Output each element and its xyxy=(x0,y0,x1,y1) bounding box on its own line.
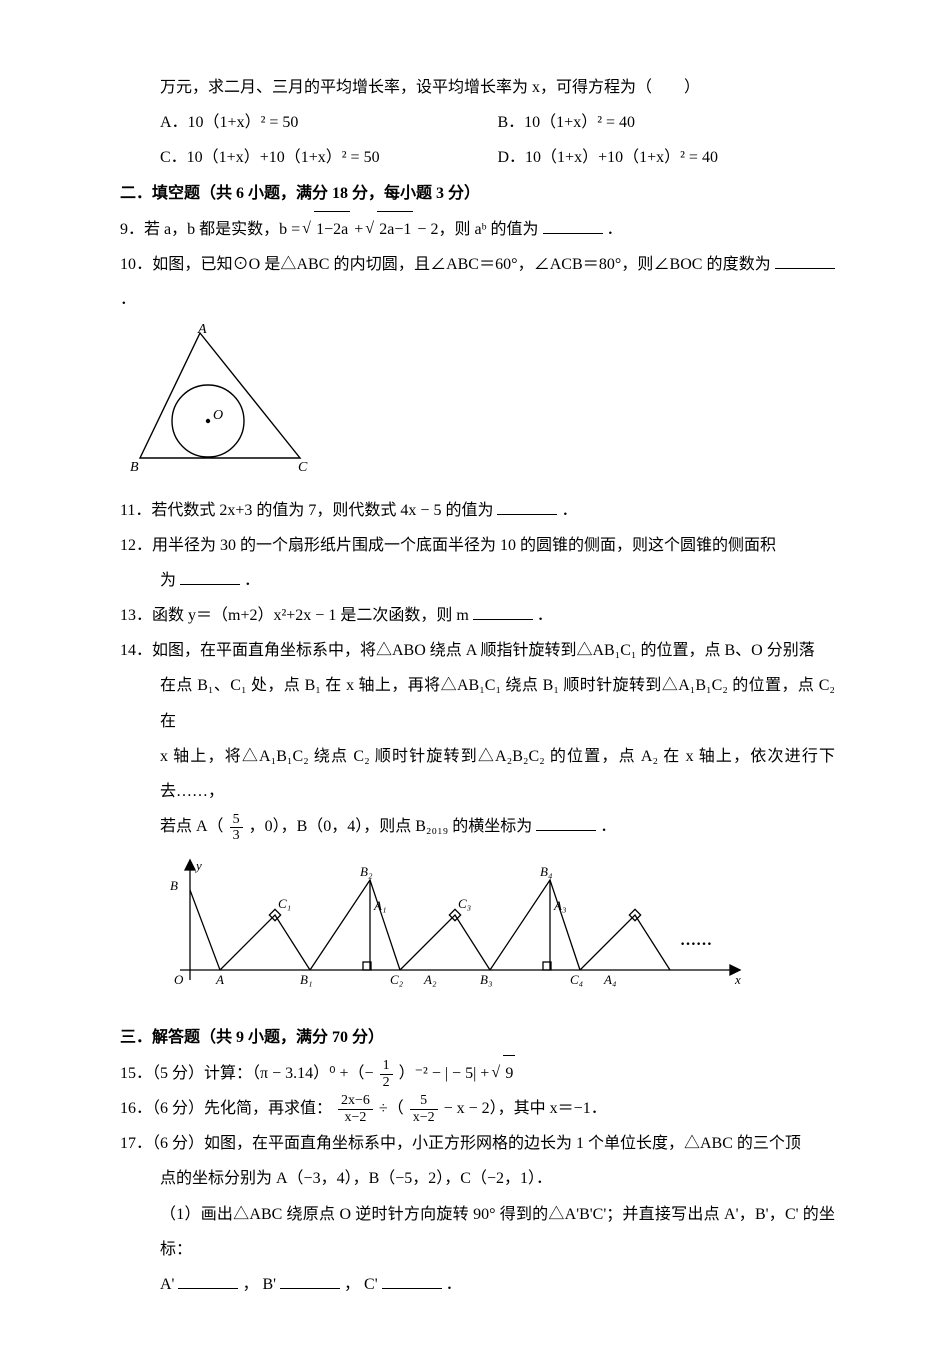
q14-line4: 若点 A（ 5 3 ，0），B（0，4），则点 B₂₀₁₉ 的横坐标为 ． xyxy=(160,809,835,844)
svg-text:B₁: B₁ xyxy=(300,972,312,987)
sqrt-icon: 2a−1 xyxy=(367,211,413,247)
blank-input[interactable] xyxy=(497,499,557,514)
blank-input[interactable] xyxy=(775,254,835,269)
q13-text: 13．函数 y＝（m+2）x²+2x − 1 是二次函数，则 m xyxy=(120,607,469,624)
svg-text:C: C xyxy=(298,460,308,473)
rotated-triangles-icon: y O B A C₁ B₁ B₂ A₁ C₂ A₂ C₃ B₃ B₄ A₃ C₄… xyxy=(160,850,760,1000)
q14-line1: 14．如图，在平面直角坐标系中，将△ABO 绕点 A 顺指针旋转到△AB₁C₁ … xyxy=(120,633,835,668)
svg-text:B₃: B₃ xyxy=(480,972,492,987)
q12-line2: 为 ． xyxy=(160,563,835,598)
svg-text:B: B xyxy=(130,460,139,473)
svg-text:A: A xyxy=(197,323,207,337)
svg-text:B₄: B₄ xyxy=(540,864,553,879)
triangle-incircle-icon: A B C O xyxy=(130,323,310,473)
svg-text:C₄: C₄ xyxy=(570,972,584,987)
q9-prefix: 9．若 a，b 都是实数，b = xyxy=(120,221,304,238)
q8-tail-text: 万元，求二月、三月的平均增长率，设平均增长率为 x，可得方程为（ ） xyxy=(160,79,700,96)
sqrt-icon: 9 xyxy=(493,1055,515,1091)
svg-text:O: O xyxy=(213,408,223,423)
svg-text:A₃: A₃ xyxy=(553,898,566,913)
q8-options: A．10（1+x）² = 50 B．10（1+x）² = 40 C．10（1+x… xyxy=(160,105,835,175)
q8-option-c: C．10（1+x）+10（1+x）² = 50 xyxy=(160,140,498,175)
q10: 10．如图，已知⊙O 是△ABC 的内切圆，且∠ABC＝60°，∠ACB＝80°… xyxy=(120,247,835,317)
blank-input[interactable] xyxy=(178,1273,238,1288)
q8-option-a: A．10（1+x）² = 50 xyxy=(160,105,498,140)
fraction-icon: 5 3 xyxy=(230,812,243,844)
blank-input[interactable] xyxy=(536,816,596,831)
q14-line3: x 轴上，将△A₁B₁C₂ 绕点 C₂ 顺时针旋转到△A₂B₂C₂ 的位置，点 … xyxy=(160,739,835,809)
svg-text:B₂: B₂ xyxy=(360,864,373,879)
q8-option-b: B．10（1+x）² = 40 xyxy=(498,105,836,140)
blank-input[interactable] xyxy=(473,605,533,620)
svg-text:C₃: C₃ xyxy=(458,896,471,911)
fraction-icon: 2x−6 x−2 xyxy=(338,1093,373,1125)
fraction-icon: 5 x−2 xyxy=(410,1093,438,1125)
q16: 16．（6 分）先化简，再求值： 2x−6 x−2 ÷（ 5 x−2 − x −… xyxy=(120,1091,835,1126)
q9-tail: − 2，则 aᵇ 的值为 xyxy=(417,221,538,238)
q13: 13．函数 y＝（m+2）x²+2x − 1 是二次函数，则 m ． xyxy=(120,598,835,633)
svg-text:……: …… xyxy=(680,932,712,949)
label-b-prime: B' xyxy=(262,1276,276,1293)
q8-tail: 万元，求二月、三月的平均增长率，设平均增长率为 x，可得方程为（ ） xyxy=(160,70,835,105)
q11-text: 11．若代数式 2x+3 的值为 7，则代数式 4x − 5 的值为 xyxy=(120,502,493,519)
q10-figure: A B C O xyxy=(130,323,835,486)
section3-title: 三．解答题（共 9 小题，满分 70 分） xyxy=(120,1020,835,1055)
fraction-icon: 1 2 xyxy=(380,1058,393,1090)
blank-input[interactable] xyxy=(180,569,240,584)
q10-text: 10．如图，已知⊙O 是△ABC 的内切圆，且∠ABC＝60°，∠ACB＝80°… xyxy=(120,256,771,273)
q17-line1: 17．（6 分）如图，在平面直角坐标系中，小正方形网格的边长为 1 个单位长度，… xyxy=(120,1126,835,1161)
svg-text:A₂: A₂ xyxy=(423,972,437,987)
q14-line2: 在点 B₁、C₁ 处，点 B₁ 在 x 轴上，再将△AB₁C₁ 绕点 B₁ 顺时… xyxy=(160,668,835,738)
q17-sub1: （1）画出△ABC 绕原点 O 逆时针方向旋转 90° 得到的△A'B'C'；并… xyxy=(160,1197,835,1267)
q8-option-d: D．10（1+x）+10（1+x）² = 40 xyxy=(498,140,836,175)
q12-line1: 12．用半径为 30 的一个扇形纸片围成一个底面半径为 10 的圆锥的侧面，则这… xyxy=(120,528,835,563)
blank-input[interactable] xyxy=(382,1273,442,1288)
blank-input[interactable] xyxy=(543,218,603,233)
label-a-prime: A' xyxy=(160,1276,174,1293)
q14-figure: y O B A C₁ B₁ B₂ A₁ C₂ A₂ C₃ B₃ B₄ A₃ C₄… xyxy=(160,850,835,1013)
q11: 11．若代数式 2x+3 的值为 7，则代数式 4x − 5 的值为 ． xyxy=(120,493,835,528)
sqrt-icon: 1−2a xyxy=(304,211,350,247)
q15: 15．（5 分）计算：（π − 3.14）⁰ +（− 1 2 ）⁻² − | −… xyxy=(120,1055,835,1091)
svg-text:O: O xyxy=(174,972,184,987)
blank-input[interactable] xyxy=(280,1273,340,1288)
svg-text:A: A xyxy=(215,972,224,987)
svg-text:C₂: C₂ xyxy=(390,972,404,987)
svg-text:B: B xyxy=(170,878,178,893)
svg-text:A₄: A₄ xyxy=(603,972,617,987)
q9: 9．若 a，b 都是实数，b = 1−2a + 2a−1 − 2，则 aᵇ 的值… xyxy=(120,211,835,247)
section2-title: 二．填空题（共 6 小题，满分 18 分，每小题 3 分） xyxy=(120,176,835,211)
q17-blanks: A' ， B' ， C' ． xyxy=(160,1267,835,1302)
label-c-prime: C' xyxy=(364,1276,378,1293)
svg-text:x: x xyxy=(734,972,741,987)
svg-text:y: y xyxy=(194,858,202,873)
svg-text:A₁: A₁ xyxy=(373,898,386,913)
q17-line2: 点的坐标分别为 A（−3，4），B（−5，2），C（−2，1）． xyxy=(160,1161,835,1196)
svg-text:C₁: C₁ xyxy=(278,896,291,911)
